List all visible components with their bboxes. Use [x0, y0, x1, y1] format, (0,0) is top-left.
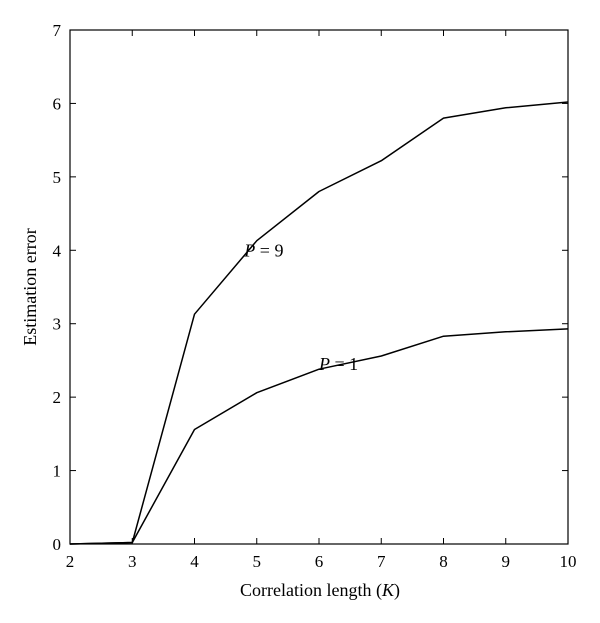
y-axis-title: Estimation error	[20, 228, 40, 345]
x-tick-label: 6	[315, 552, 324, 571]
y-tick-label: 4	[53, 241, 62, 260]
series-annotations: P = 9 P = 1	[243, 240, 358, 374]
y-tick-label: 5	[53, 168, 62, 187]
y-axis-ticks: 0 1 2 3 4 5 6 7	[53, 21, 568, 554]
y-tick-label: 3	[53, 315, 62, 334]
y-tick-label: 7	[53, 21, 62, 40]
x-tick-label: 4	[190, 552, 199, 571]
x-tick-label: 9	[502, 552, 511, 571]
x-tick-label: 2	[66, 552, 75, 571]
x-tick-label: 10	[560, 552, 577, 571]
y-tick-label: 2	[53, 388, 62, 407]
y-tick-label: 1	[53, 462, 62, 481]
x-axis-ticks: 2 3 4 5 6 7 8 9 10	[66, 30, 577, 571]
y-tick-label: 6	[53, 94, 62, 113]
plot-frame	[69, 29, 569, 545]
series-lines	[69, 101, 569, 545]
series-line	[69, 101, 569, 545]
x-tick-label: 8	[439, 552, 448, 571]
plot-area	[69, 29, 569, 545]
x-axis-title: Correlation length (K)	[240, 580, 400, 601]
x-tick-label: 5	[253, 552, 262, 571]
series-label: P = 1	[318, 354, 358, 374]
series-line	[69, 328, 569, 545]
y-tick-label: 0	[53, 535, 62, 554]
x-tick-label: 3	[128, 552, 137, 571]
x-tick-label: 7	[377, 552, 386, 571]
series-label: P = 9	[243, 240, 283, 260]
